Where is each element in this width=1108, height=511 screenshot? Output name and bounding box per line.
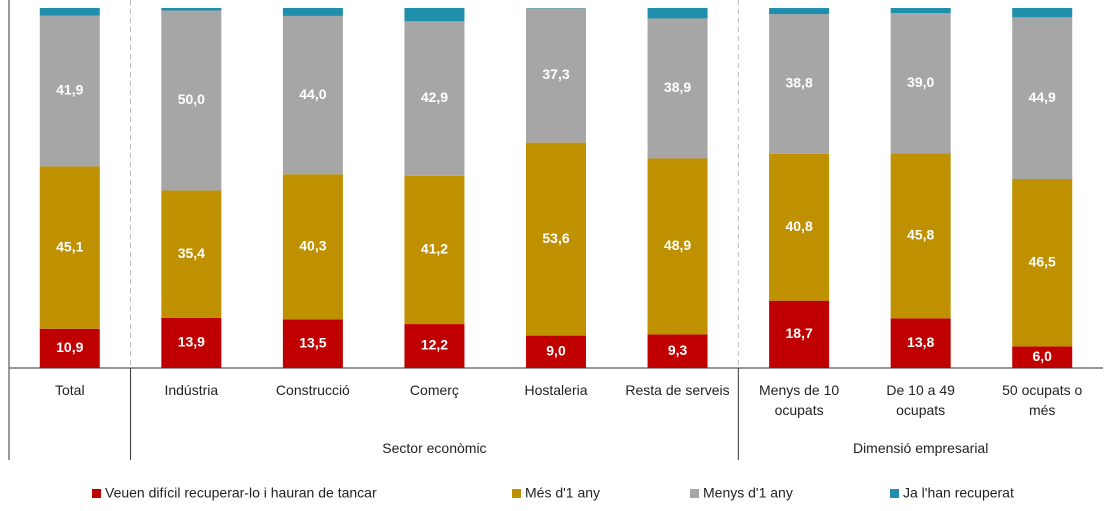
value-label: 35,4 [178,245,205,261]
x-tick-label: Comerç [409,382,459,398]
bar-segment [526,142,586,336]
x-tick-label: Indústria [164,382,219,398]
x-tick-label: Construcció [275,382,350,398]
bar-segment [769,300,830,368]
bar-segment [161,190,222,318]
bar-segment [39,166,100,329]
legend-swatch [690,489,699,498]
value-label: 41,9 [56,82,83,98]
value-label: 41,2 [421,241,448,257]
value-label: 10,9 [56,339,83,355]
x-tick-label: 50 ocupats o més [1002,382,1083,418]
value-label: 38,9 [664,79,691,95]
value-label: 6,0 [1032,348,1052,364]
bar-segment [161,8,222,11]
value-label: 45,8 [907,227,934,243]
bar-segment [39,15,100,167]
value-label: 9,3 [668,342,688,358]
bar-segment [282,174,343,320]
value-label: 9,0 [546,343,566,359]
legend-label: Menys d'1 any [703,485,793,501]
bar-segment [161,10,222,191]
value-label: 42,9 [421,89,448,105]
bar-segment [282,15,343,175]
legend-label: Més d'1 any [525,485,600,501]
legend-label: Veuen difícil recuperar-lo i hauran de t… [105,485,377,501]
bar-segment [769,8,830,15]
bar-segment [282,319,343,368]
value-label: 38,8 [785,75,812,91]
value-label: 44,0 [299,86,326,102]
bar-segment [890,8,951,14]
bar-segment [526,8,586,143]
x-tick-label: Hostaleria [524,382,588,398]
bar-segment [647,158,708,335]
bar-segment [890,318,951,368]
bar-segment [769,14,830,154]
bar-segment [404,8,465,22]
bar-segment [39,8,100,16]
bar-segment [647,8,708,19]
value-label: 40,3 [299,238,326,254]
value-label: 46,5 [1029,253,1056,269]
bar-segment [890,153,951,319]
bar-segment [404,324,465,368]
value-label: 44,9 [1029,89,1056,105]
x-tick-label: Total [54,382,85,398]
value-label: 50,0 [178,91,205,107]
bar-segment [890,13,951,154]
bar-segment [647,334,708,368]
bar-segment [282,8,343,16]
x-tick-label: Resta de serveis [625,382,730,398]
legend-swatch [92,489,101,498]
bar-segment [39,328,100,368]
bar-segment [647,18,708,159]
bar-segment [1012,17,1073,179]
bar-segment [526,335,586,368]
bar-segment [769,153,830,301]
group-label: Dimensió empresarial [852,440,989,456]
bar-segment [1012,179,1073,347]
value-label: 37,3 [542,66,569,82]
value-label: 12,2 [421,337,448,353]
value-label: 39,0 [907,74,934,90]
value-label: 48,9 [664,237,691,253]
value-label: 40,8 [785,218,812,234]
legend-label: Ja l'han recuperat [903,485,1014,501]
value-label: 18,7 [785,325,812,341]
bar-segment [404,175,465,325]
value-label: 45,1 [56,238,83,254]
legend-swatch [512,489,521,498]
legend-swatch [890,489,899,498]
x-tick-label: Menys de 10 ocupats [759,382,840,418]
value-label: 53,6 [542,230,569,246]
bar-segment [404,21,465,176]
bar-segment [1012,8,1073,18]
value-label: 13,9 [178,334,205,350]
group-label: Sector econòmic [382,440,487,456]
bar-segment [1012,346,1073,368]
value-label: 13,8 [907,334,934,350]
x-tick-label: De 10 a 49 ocupats [886,382,955,418]
bar-segment [161,317,222,368]
value-label: 13,5 [299,334,326,350]
